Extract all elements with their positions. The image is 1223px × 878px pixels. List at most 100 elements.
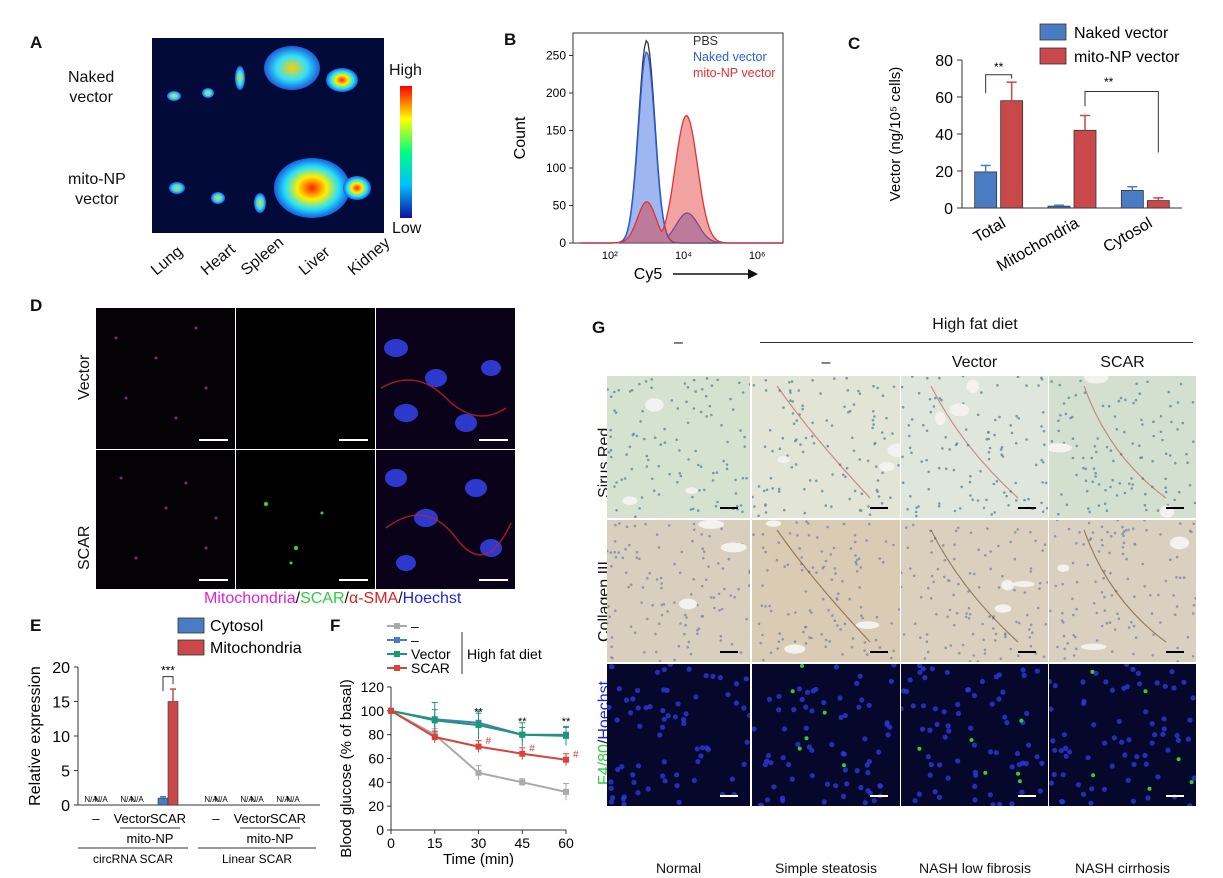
nucleus [1116, 612, 1119, 616]
nucleus [1029, 530, 1032, 534]
data-point [519, 779, 526, 786]
nucleus [609, 428, 612, 432]
nucleus [859, 606, 863, 609]
nucleus [686, 421, 690, 425]
nucleus [1174, 732, 1180, 739]
nucleus [856, 704, 862, 710]
nucleus [693, 694, 699, 700]
vessel [935, 411, 946, 426]
nucleus [764, 503, 767, 506]
y-tick-label: 60 [368, 751, 384, 767]
histology-image-r2-c3 [901, 520, 1048, 662]
nucleus [709, 596, 713, 599]
vessel [1012, 580, 1035, 588]
vessel [685, 487, 698, 494]
nucleus [610, 636, 614, 639]
nucleus [667, 524, 671, 527]
legend-entry-1: Naked vector [693, 50, 767, 64]
nucleus [1142, 752, 1148, 759]
nucleus [701, 615, 705, 618]
nucleus [987, 437, 990, 441]
nucleus [1177, 490, 1181, 494]
nucleus [993, 750, 999, 756]
nucleus [806, 522, 810, 525]
nucleus [858, 392, 862, 395]
nucleus [614, 523, 617, 527]
nucleus [1121, 685, 1127, 691]
nucleus [927, 470, 930, 474]
y-tick-label: 20 [368, 798, 384, 814]
nucleus [922, 423, 925, 427]
nucleus [1103, 609, 1107, 612]
y-tick-label: 40 [368, 774, 384, 790]
row-label-vector: Vector [76, 315, 94, 400]
nucleus [1175, 605, 1179, 608]
nucleus [1075, 580, 1079, 584]
y-axis-label: Count [512, 116, 529, 159]
nucleus [811, 566, 815, 569]
nucleus [765, 488, 769, 492]
nucleus [653, 436, 657, 439]
nucleus [910, 703, 916, 709]
nucleus [1122, 752, 1128, 758]
legend-swatch-0 [1039, 23, 1067, 41]
nucleus [771, 784, 777, 790]
nucleus [1084, 467, 1088, 471]
nucleus [1051, 771, 1057, 778]
histology-image-r3-c4 [1049, 664, 1196, 806]
nucleus [1121, 532, 1124, 536]
nucleus [643, 651, 646, 654]
nucleus [788, 532, 792, 535]
nucleus [768, 604, 771, 608]
nucleus [643, 705, 649, 711]
nucleus [1105, 509, 1109, 512]
nucleus [694, 746, 700, 752]
nucleus [921, 703, 927, 709]
legend-scar: SCAR [300, 590, 345, 607]
nucleus [1161, 716, 1167, 722]
legend-entry-2: mito-NP vector [693, 66, 775, 80]
nucleus [840, 793, 847, 799]
vessel [622, 496, 638, 506]
x-axis-label: Cy5 [634, 266, 663, 283]
nucleus [1172, 594, 1175, 597]
nucleus [981, 622, 984, 626]
nucleus [648, 571, 652, 575]
nucleus [694, 449, 697, 453]
nucleus [1000, 689, 1006, 695]
nucleus [802, 630, 805, 634]
nucleus [625, 525, 629, 529]
nucleus [630, 388, 634, 392]
nucleus [1130, 477, 1133, 480]
micrograph-scar-mitochondria [96, 450, 235, 589]
nucleus [1108, 551, 1111, 555]
nucleus [635, 790, 641, 796]
nucleus [1041, 481, 1044, 484]
nucleus [762, 658, 765, 662]
bar-cytosol-0 [1120, 190, 1144, 209]
nucleus [615, 509, 618, 512]
nucleus [729, 776, 735, 782]
nucleus [808, 479, 812, 482]
nucleus [717, 562, 720, 565]
nucleus [987, 457, 991, 461]
nucleus [968, 480, 972, 484]
nucleus [761, 633, 764, 637]
nucleus [865, 653, 869, 656]
nucleus [1009, 647, 1012, 651]
nucleus [768, 760, 774, 766]
y-tick-label: 100 [546, 161, 566, 175]
nucleus [691, 507, 695, 511]
nucleus [992, 482, 996, 486]
column-header-3: Vector [951, 354, 998, 371]
nucleus [958, 507, 962, 510]
nucleus [944, 436, 947, 439]
nucleus [830, 424, 834, 427]
nucleus [1181, 421, 1185, 425]
legend-slash: / [344, 590, 349, 607]
nucleus [994, 418, 997, 422]
nucleus [1143, 761, 1149, 767]
data-point [563, 732, 569, 739]
nucleus [771, 449, 774, 453]
nucleus [1175, 555, 1179, 559]
